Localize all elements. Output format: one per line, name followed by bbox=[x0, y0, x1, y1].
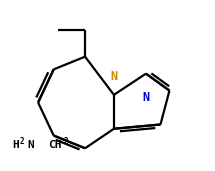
Text: N: N bbox=[110, 70, 117, 83]
Text: H: H bbox=[12, 140, 18, 150]
Text: 2: 2 bbox=[20, 137, 24, 147]
Text: N: N bbox=[28, 140, 34, 150]
Text: CH: CH bbox=[48, 140, 61, 150]
Text: 2: 2 bbox=[64, 137, 68, 147]
Text: N: N bbox=[142, 91, 149, 104]
